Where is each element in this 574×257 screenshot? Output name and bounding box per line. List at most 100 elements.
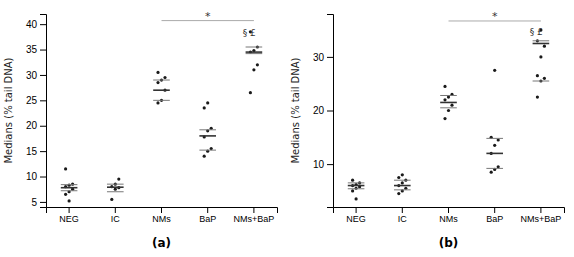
plot-area	[348, 21, 549, 201]
panel-title: (b)	[439, 236, 459, 250]
x-tick: NEG	[346, 207, 366, 224]
x-tick-mark	[253, 207, 254, 213]
dot	[543, 45, 546, 48]
dot	[203, 106, 206, 109]
significance-label: *	[492, 10, 498, 23]
x-tick-label: NMs	[439, 214, 458, 224]
y-tick-mark	[40, 151, 46, 152]
x-tick-mark	[448, 207, 449, 213]
x-tick-label: NMs	[152, 214, 171, 224]
y-tick-mark	[40, 202, 46, 203]
y-axis-title: Medians (% tail DNA)	[3, 57, 14, 163]
median-line	[533, 43, 550, 45]
y-tick: 40	[26, 19, 46, 30]
dot	[156, 81, 159, 84]
annotation: § £	[243, 28, 256, 38]
y-tick: 5	[31, 197, 46, 208]
quartile-line	[533, 40, 550, 41]
median-line	[486, 153, 503, 155]
x-tick: NMs	[439, 207, 458, 224]
quartile-line	[61, 184, 78, 185]
dot	[68, 199, 71, 202]
quartile-line	[153, 100, 170, 101]
dot	[493, 69, 496, 72]
dot	[536, 95, 539, 98]
x-tick-mark	[540, 207, 541, 213]
quartile-line	[153, 80, 170, 81]
dot	[443, 85, 446, 88]
dot	[536, 74, 539, 77]
y-axis: 510152025303540	[26, 15, 47, 208]
y-tick-label: 15	[26, 146, 38, 157]
dot	[156, 71, 159, 74]
dot	[397, 192, 400, 195]
y-tick-label: 30	[26, 70, 38, 81]
x-tick-label: NEG	[346, 214, 366, 224]
quartile-line	[107, 191, 124, 192]
quartile-line	[199, 129, 216, 130]
dot	[443, 117, 446, 120]
x-tick-mark	[356, 207, 357, 213]
x-tick-mark	[69, 207, 70, 213]
dot	[351, 189, 354, 192]
dot	[71, 183, 74, 186]
y-axis-line	[40, 15, 47, 208]
dot	[493, 144, 496, 147]
plot-area	[61, 21, 262, 203]
median-line	[107, 186, 124, 188]
quartile-line	[440, 107, 457, 108]
x-tick: BaP	[486, 207, 503, 224]
y-tick-mark	[40, 126, 46, 127]
y-tick: 20	[26, 120, 46, 131]
y-tick-label: 20	[26, 120, 38, 131]
annotation: § £	[530, 27, 543, 37]
quartile-line	[533, 81, 550, 82]
quartile-line	[246, 47, 263, 48]
dot	[156, 101, 159, 104]
quartile-line	[107, 184, 124, 185]
y-tick: 20	[313, 105, 333, 116]
quartile-line	[246, 53, 263, 54]
y-tick-mark	[327, 57, 333, 58]
x-tick-label: BaP	[486, 214, 503, 224]
x-axis-line	[334, 208, 565, 214]
y-tick-mark	[327, 111, 333, 112]
panel: 102030NEGICNMsBaPNMs+BaPMedians (% tail …	[290, 10, 565, 250]
y-tick-mark	[40, 24, 46, 25]
x-tick: IC	[111, 207, 121, 224]
x-tick: IC	[398, 207, 408, 224]
x-axis: NEG IC NMs BaP NMs+BaP	[334, 207, 565, 224]
median-line	[153, 89, 170, 91]
y-tick-label: 35	[26, 44, 38, 55]
median-line	[394, 185, 411, 187]
quartile-line	[61, 190, 78, 191]
x-tick-label: NMs+BaP	[234, 214, 275, 224]
dot	[401, 173, 404, 176]
quartile-line	[440, 95, 457, 96]
quartile-line	[348, 188, 365, 189]
x-tick: BaP	[199, 207, 216, 224]
y-tick-mark	[40, 50, 46, 51]
figure: 510152025303540NEGICNMsBaPNMs+BaPMedians…	[0, 0, 574, 257]
y-tick-mark	[327, 164, 333, 165]
y-tick-label: 20	[313, 105, 325, 116]
y-tick-mark	[40, 75, 46, 76]
dot	[355, 197, 358, 200]
median-line	[348, 185, 365, 187]
dot	[114, 188, 117, 191]
dot	[203, 155, 206, 158]
y-tick-label: 40	[26, 19, 38, 30]
x-tick-mark	[207, 207, 208, 213]
y-tick-label: 5	[31, 197, 37, 208]
median-line	[440, 102, 457, 104]
x-tick-label: IC	[398, 214, 408, 224]
dot	[539, 55, 542, 58]
x-tick-label: NMs+BaP	[521, 214, 562, 224]
dot	[543, 77, 546, 80]
median-line	[61, 187, 78, 189]
y-tick-label: 25	[26, 95, 38, 106]
y-tick-label: 30	[313, 52, 325, 63]
x-tick-mark	[494, 207, 495, 213]
quartile-line	[348, 182, 365, 183]
dot	[401, 181, 404, 184]
